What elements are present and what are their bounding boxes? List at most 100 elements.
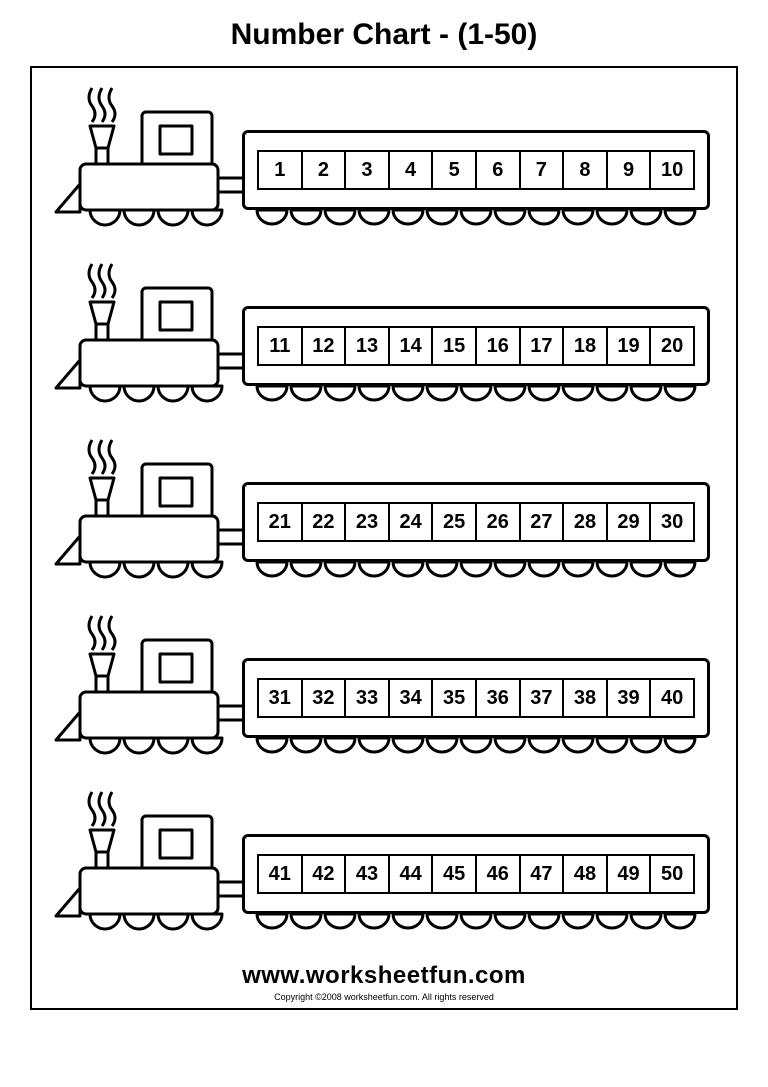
number-cell: 23	[346, 504, 390, 540]
car-wheel-icon	[595, 384, 629, 414]
car-wheel-icon	[357, 208, 391, 238]
car-wheels	[242, 736, 710, 766]
page-title: Number Chart - (1-50)	[30, 18, 738, 52]
car-wheel-icon	[527, 560, 561, 590]
car-wheel-icon	[255, 208, 289, 238]
number-cell: 5	[433, 152, 477, 188]
car-wheel-icon	[289, 736, 323, 766]
car-wheel-icon	[459, 912, 493, 942]
car-wheels	[242, 208, 710, 238]
car-body: 11121314151617181920	[242, 306, 710, 386]
train-car: 11121314151617181920	[242, 306, 710, 414]
number-cell: 50	[651, 856, 693, 892]
number-cell: 3	[346, 152, 390, 188]
car-wheel-icon	[595, 208, 629, 238]
car-wheel-icon	[391, 736, 425, 766]
car-wheel-icon	[459, 208, 493, 238]
car-wheel-icon	[595, 560, 629, 590]
train-car: 41424344454647484950	[242, 834, 710, 942]
car-wheel-icon	[663, 384, 697, 414]
car-wheel-icon	[493, 736, 527, 766]
number-cell: 25	[433, 504, 477, 540]
train-row: 31323334353637383940	[42, 610, 726, 778]
number-strip: 11121314151617181920	[257, 326, 695, 366]
car-wheel-icon	[255, 384, 289, 414]
train-car: 31323334353637383940	[242, 658, 710, 766]
number-cell: 37	[521, 680, 565, 716]
car-wheel-icon	[391, 384, 425, 414]
number-cell: 15	[433, 328, 477, 364]
train-car: 12345678910	[242, 130, 710, 238]
content-frame: 12345678910	[30, 66, 738, 1010]
train-engine-icon	[42, 434, 252, 602]
car-wheel-icon	[357, 736, 391, 766]
car-wheel-icon	[629, 384, 663, 414]
car-body: 31323334353637383940	[242, 658, 710, 738]
train-engine-icon	[42, 610, 252, 778]
number-cell: 40	[651, 680, 693, 716]
car-wheel-icon	[459, 384, 493, 414]
car-wheel-icon	[561, 736, 595, 766]
car-wheel-icon	[663, 912, 697, 942]
number-cell: 42	[303, 856, 347, 892]
car-wheel-icon	[255, 560, 289, 590]
number-cell: 26	[477, 504, 521, 540]
car-wheel-icon	[561, 912, 595, 942]
number-cell: 13	[346, 328, 390, 364]
car-wheel-icon	[629, 208, 663, 238]
car-wheel-icon	[255, 736, 289, 766]
train-row: 12345678910	[42, 82, 726, 250]
car-wheel-icon	[561, 208, 595, 238]
number-strip: 31323334353637383940	[257, 678, 695, 718]
car-wheel-icon	[595, 912, 629, 942]
train-engine-icon	[42, 258, 252, 426]
trains-container: 12345678910	[42, 82, 726, 954]
train-row: 41424344454647484950	[42, 786, 726, 954]
train-row: 21222324252627282930	[42, 434, 726, 602]
car-wheel-icon	[323, 736, 357, 766]
number-cell: 45	[433, 856, 477, 892]
footer-url: www.worksheetfun.com	[42, 962, 726, 990]
car-wheel-icon	[493, 912, 527, 942]
number-cell: 2	[303, 152, 347, 188]
car-wheel-icon	[391, 912, 425, 942]
car-wheel-icon	[459, 560, 493, 590]
car-wheel-icon	[459, 736, 493, 766]
car-wheel-icon	[255, 912, 289, 942]
number-cell: 10	[651, 152, 693, 188]
car-wheels	[242, 912, 710, 942]
number-cell: 18	[564, 328, 608, 364]
car-wheels	[242, 384, 710, 414]
car-wheel-icon	[425, 560, 459, 590]
number-cell: 8	[564, 152, 608, 188]
number-cell: 29	[608, 504, 652, 540]
car-wheel-icon	[323, 384, 357, 414]
train-car: 21222324252627282930	[242, 482, 710, 590]
car-wheel-icon	[595, 736, 629, 766]
car-wheel-icon	[289, 208, 323, 238]
number-cell: 49	[608, 856, 652, 892]
number-cell: 33	[346, 680, 390, 716]
number-cell: 20	[651, 328, 693, 364]
car-wheel-icon	[527, 736, 561, 766]
number-cell: 12	[303, 328, 347, 364]
car-wheel-icon	[323, 912, 357, 942]
car-wheel-icon	[527, 384, 561, 414]
car-wheel-icon	[561, 560, 595, 590]
number-cell: 35	[433, 680, 477, 716]
car-wheel-icon	[391, 560, 425, 590]
number-cell: 21	[259, 504, 303, 540]
number-cell: 44	[390, 856, 434, 892]
number-strip: 21222324252627282930	[257, 502, 695, 542]
number-cell: 19	[608, 328, 652, 364]
car-wheel-icon	[629, 912, 663, 942]
car-wheel-icon	[357, 384, 391, 414]
car-wheel-icon	[527, 912, 561, 942]
car-wheel-icon	[527, 208, 561, 238]
number-cell: 22	[303, 504, 347, 540]
car-wheel-icon	[493, 384, 527, 414]
number-cell: 9	[608, 152, 652, 188]
train-row: 11121314151617181920	[42, 258, 726, 426]
car-wheel-icon	[391, 208, 425, 238]
car-wheel-icon	[425, 208, 459, 238]
